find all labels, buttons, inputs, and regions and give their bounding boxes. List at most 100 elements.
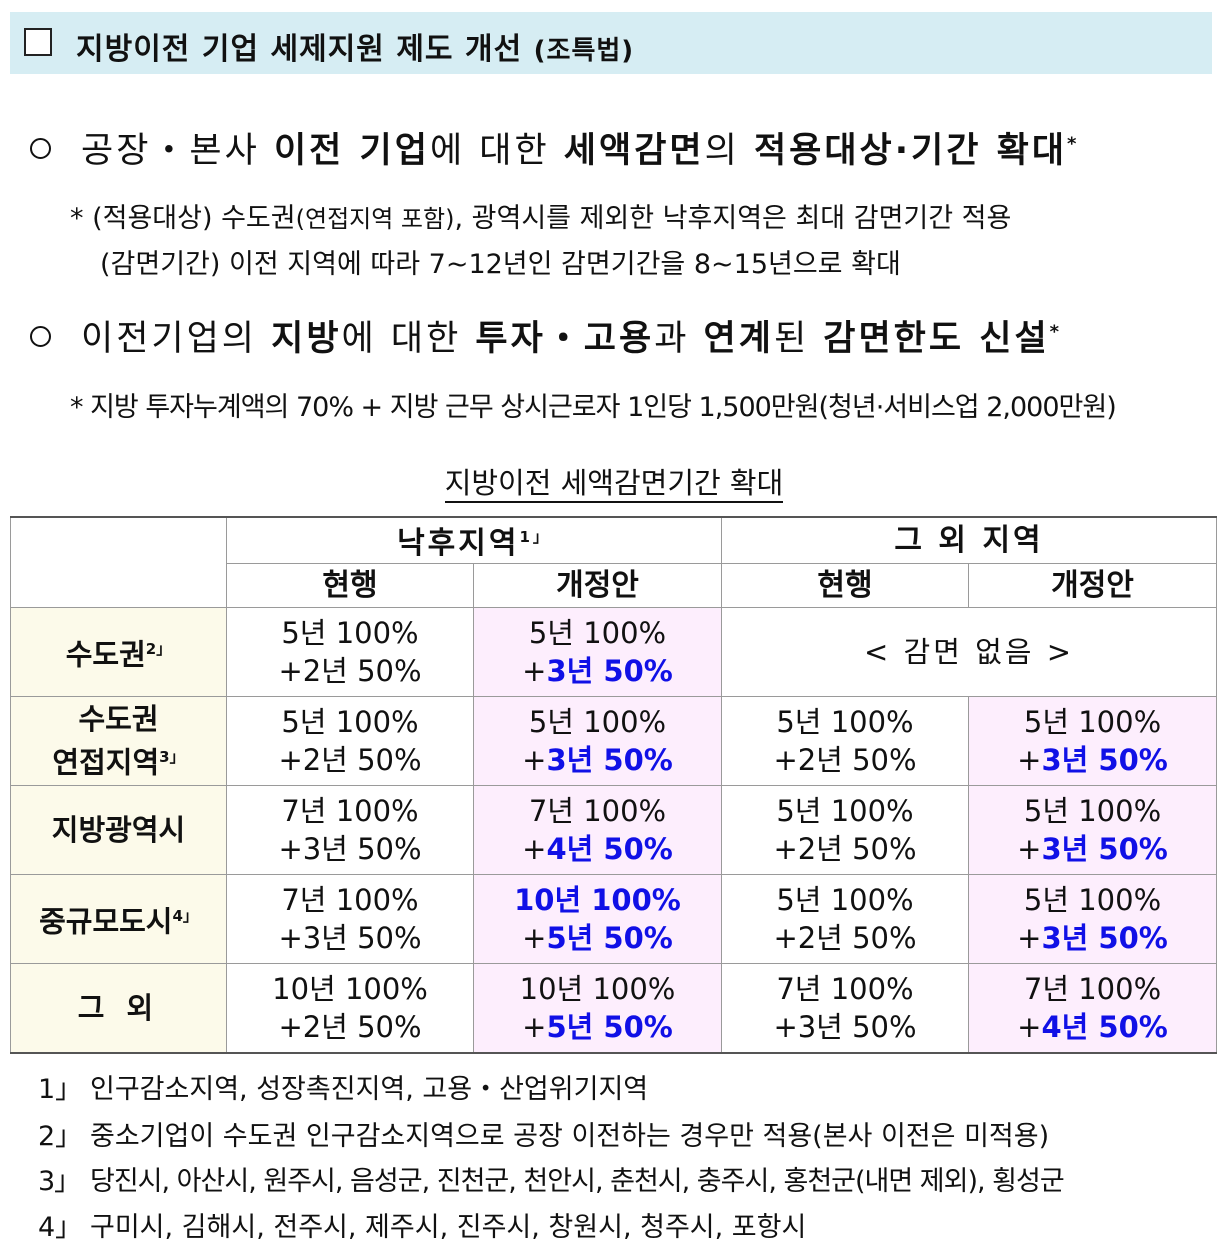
cell-current: 5년 100% +2년 50% <box>226 696 474 786</box>
cell-current: 5년 100% +2년 50% <box>721 874 969 964</box>
cell-revised: 5년 100% +3년 50% <box>473 696 722 786</box>
table-group-header-row: 낙후지역1」 그 외 지역 <box>10 516 1218 608</box>
reduction-period-table: 낙후지역1」 그 외 지역 현행 개정안 현행 개정안 수도권2」 5년 100… <box>10 516 1218 1054</box>
bullet-1-emph: 이전 기업 <box>273 131 430 171</box>
sub-header-current: 현행 <box>226 563 474 608</box>
sub-header-revised: 개정안 <box>473 563 722 608</box>
table-row: 수도권2」 5년 100% +2년 50% 5년 100% +3년 50% < 감면… <box>10 607 1218 697</box>
cell-emphasis: 3년 50% <box>546 743 673 777</box>
note-target: * (적용대상) 수도권(연접지역 포함), 광역시를 제외한 낙후지역은 최대… <box>70 196 1011 235</box>
cell-line: +3년 50% <box>474 652 721 690</box>
cell-revised: 5년 100% +3년 50% <box>967 874 1218 964</box>
table-row: 지방광역시 7년 100% +3년 50% 7년 100% +4년 50% 5년 1… <box>10 785 1218 875</box>
cell-line: 5년 100% <box>528 705 667 739</box>
row-header-text: 수도권 <box>78 702 159 737</box>
cell-revised: 5년 100% +3년 50% <box>967 696 1218 786</box>
bullet-1-text: 공장・본사 <box>81 131 274 171</box>
cell-line: 5년 100% <box>776 883 914 917</box>
footnote-text: 인구감소지역, 성장촉진지역, 고용・산업위기지역 <box>90 1074 649 1105</box>
circle-bullet-icon <box>30 138 51 159</box>
bullet-2-asterisk: * <box>1049 321 1063 343</box>
row-header: 그 외 <box>10 963 227 1054</box>
section-title-suffix: (조특법) <box>533 36 635 66</box>
footnote-number: 1」 <box>38 1074 83 1105</box>
cell-plus: + <box>1017 832 1042 866</box>
footnote-marker: 3」 <box>159 748 185 767</box>
cell-line: +3년 50% <box>474 741 721 779</box>
table-caption-text: 지방이전 세액감면기간 확대 <box>444 466 784 503</box>
cell-line: +2년 50% <box>278 743 422 777</box>
cell-emphasis: 5년 50% <box>546 921 673 955</box>
cell-current: 5년 100% +2년 50% <box>721 696 969 786</box>
table-row: 중규모도시4」 7년 100% +3년 50% 10년 100% +5년 50% 5… <box>10 874 1218 964</box>
footnote-number: 3」 <box>38 1166 81 1197</box>
cell-line: +2년 50% <box>278 654 422 688</box>
cell-emphasis: 3년 50% <box>1041 921 1168 955</box>
group-header-other: 그 외 지역 <box>720 516 1218 564</box>
cell-line: +2년 50% <box>278 1010 422 1044</box>
cell-plus: + <box>522 654 547 688</box>
cell-line: +3년 50% <box>969 741 1216 779</box>
cell-emphasis: 3년 50% <box>1041 743 1168 777</box>
bullet-2-text: 에 대한 <box>341 319 476 359</box>
bullet-2-emph: 연계 <box>703 319 774 359</box>
cell-line: +3년 50% <box>278 832 422 866</box>
note-target-small: (연접지역 포함) <box>295 205 455 233</box>
cell-line: 5년 100% <box>1023 705 1162 739</box>
footnote-text: 당진시, 아산시, 원주시, 음성군, 진천군, 천안시, 춘천시, 충주시, … <box>90 1166 1065 1197</box>
cell-line: 5년 100% <box>1023 794 1162 828</box>
cell-current: 7년 100% +3년 50% <box>226 785 474 875</box>
no-reduction-cell: < 감면 없음 > <box>720 607 1218 697</box>
cell-line: +4년 50% <box>969 1008 1216 1046</box>
cell-plus: + <box>522 832 547 866</box>
cell-line: 7년 100% <box>281 794 419 828</box>
checkbox-square-icon <box>24 28 52 56</box>
bullet-2-emph: 지방 <box>271 319 342 359</box>
bullet-2-text: 된 <box>773 319 824 359</box>
section-header: 지방이전 기업 세제지원 제도 개선 (조특법) <box>10 12 1212 74</box>
bullet-1-emph: 세액감면 <box>563 131 705 171</box>
note-period: (감면기간) 이전 지역에 따라 7~12년인 감면기간을 8~15년으로 확대 <box>100 249 901 280</box>
table-row: 수도권 연접지역3」 5년 100% +2년 50% 5년 100% +3년 50% … <box>10 696 1218 786</box>
cell-line: +3년 50% <box>278 921 422 955</box>
cell-revised: 10년 100% +5년 50% <box>473 874 722 964</box>
cell-emphasis: 10년 100% <box>514 883 681 917</box>
bullet-1-asterisk: * <box>1067 133 1080 155</box>
bullet-1-text: 의 <box>704 131 754 171</box>
cell-line: 5년 100% <box>776 794 914 828</box>
cell-current: 7년 100% +3년 50% <box>226 874 474 964</box>
cell-plus: + <box>1017 921 1042 955</box>
footnote-4: 4」 구미시, 김해시, 전주시, 제주시, 진주시, 창원시, 청주시, 포항시 <box>38 1205 806 1244</box>
bullet-2-text: 이전기업의 <box>81 319 272 359</box>
cell-line: 5년 100% <box>1023 883 1162 917</box>
footnote-number: 4」 <box>38 1212 83 1243</box>
cell-plus: + <box>522 743 547 777</box>
cell-line: +2년 50% <box>773 832 917 866</box>
table-corner-cell <box>10 516 227 608</box>
bullet-2: 이전기업의 지방에 대한 투자・고용과 연계된 감면한도 신설* <box>30 310 1062 361</box>
cell-revised: 5년 100% +3년 50% <box>473 607 722 697</box>
row-header-text: 수도권 <box>65 637 146 672</box>
sub-header-current: 현행 <box>721 563 969 608</box>
cell-line: 7년 100% <box>528 794 667 828</box>
group-header-text: 낙후지역 <box>397 526 520 561</box>
footnote-marker: 4」 <box>172 907 198 926</box>
footnote-2: 2」 중소기업이 수도권 인구감소지역으로 공장 이전하는 경우만 적용(본사 이… <box>38 1114 1049 1153</box>
row-header-text: 연접지역 <box>52 745 160 780</box>
cell-line: +3년 50% <box>969 919 1216 957</box>
cell-plus: + <box>1017 743 1042 777</box>
table-row: 그 외 10년 100% +2년 50% 10년 100% +5년 50% 7년 1… <box>10 963 1218 1054</box>
cell-emphasis: 4년 50% <box>1041 1010 1168 1044</box>
footnote-3: 3」 당진시, 아산시, 원주시, 음성군, 진천군, 천안시, 춘천시, 충주시… <box>38 1159 1065 1198</box>
cell-line: +3년 50% <box>969 830 1216 868</box>
cell-plus: + <box>1017 1010 1042 1044</box>
footnote-number: 2」 <box>38 1121 83 1152</box>
footnote-1: 1」 인구감소지역, 성장촉진지역, 고용・산업위기지역 <box>38 1067 648 1106</box>
footnote-text: 구미시, 김해시, 전주시, 제주시, 진주시, 창원시, 청주시, 포항시 <box>90 1212 807 1243</box>
row-header: 수도권 연접지역3」 <box>10 696 227 786</box>
bullet-1-emph: 적용대상·기간 확대 <box>753 131 1068 171</box>
footnote-text: 중소기업이 수도권 인구감소지역으로 공장 이전하는 경우만 적용(본사 이전은… <box>90 1121 1050 1152</box>
note-target-text: * (적용대상) 수도권 <box>70 203 296 234</box>
cell-current: 7년 100% +3년 50% <box>721 963 969 1054</box>
row-header-text-2: 연접지역3」 <box>11 738 226 782</box>
